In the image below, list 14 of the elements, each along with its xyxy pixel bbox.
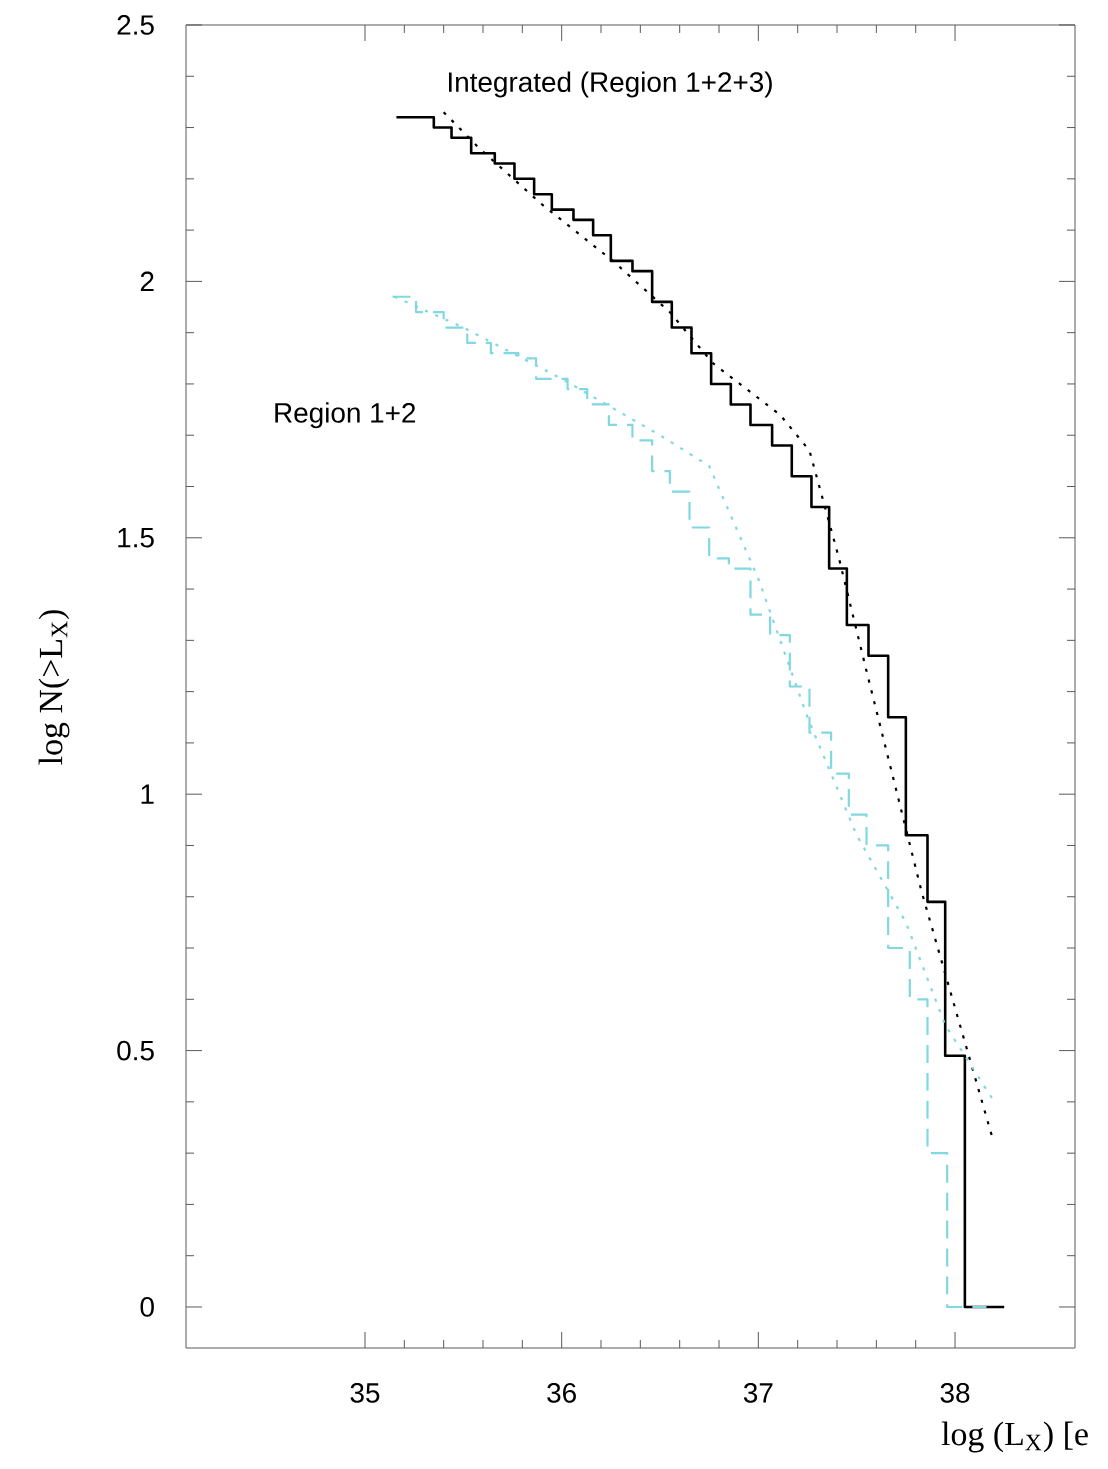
y-tick-label: 1.5 (118, 528, 154, 548)
x-tick-label: 35 (350, 1383, 380, 1403)
x-tick-label: 38 (940, 1383, 970, 1403)
series-label: Integrated (Region 1+2+3) (448, 71, 772, 98)
x-axis-title: log (L$_{X}$) [e (941, 1421, 1088, 1453)
y-tick-label: 2 (140, 271, 154, 292)
y-tick-label: 2.5 (117, 15, 154, 35)
x-tick-label: 36 (547, 1383, 576, 1403)
y-axis-title: log N(>L$_{X}$) (38, 610, 70, 765)
x-tick-label: 37 (743, 1383, 773, 1403)
y-tick-label: 0 (140, 1297, 154, 1317)
y-tick-label: 1 (141, 784, 154, 804)
y-tick-label: 0.5 (117, 1040, 154, 1061)
text: Region 1+2 (275, 402, 416, 429)
